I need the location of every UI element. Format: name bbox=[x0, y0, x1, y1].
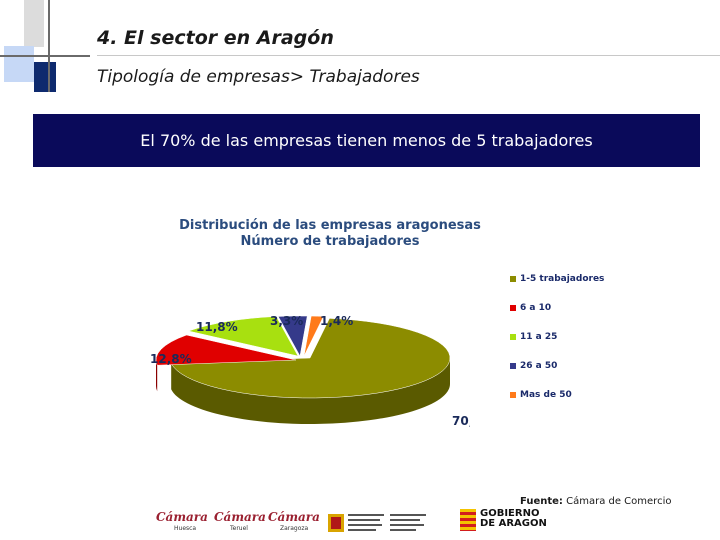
sponsor-logos: Cámara Huesca Cámara Teruel Cámara Zarag… bbox=[150, 508, 547, 540]
gobierno-aragon-name: GOBIERNO DE ARAGON bbox=[480, 509, 547, 529]
pie-slice bbox=[277, 315, 308, 357]
chart-subtitle: Número de trabajadores bbox=[240, 234, 420, 249]
legend-item: 1-5 trabajadores bbox=[510, 272, 604, 286]
data-label: 11,8% bbox=[196, 320, 238, 334]
pie-slice bbox=[303, 315, 324, 357]
legend-item: 11 a 25 bbox=[510, 330, 557, 344]
legend-swatch bbox=[510, 334, 516, 340]
camara-teruel-logo: Cámara bbox=[214, 510, 266, 524]
camara-huesca-city: Huesca bbox=[174, 525, 197, 532]
legend-swatch bbox=[510, 363, 516, 369]
camara-zaragoza-city: Zaragoza bbox=[280, 525, 309, 532]
legend-item: Mas de 50 bbox=[510, 388, 572, 402]
pie-slice-side bbox=[171, 358, 450, 424]
title-divider bbox=[97, 55, 720, 56]
legend-label: 26 a 50 bbox=[520, 361, 558, 371]
pie-slice bbox=[155, 334, 297, 366]
camara-zaragoza-logo: Cámara bbox=[268, 510, 320, 524]
data-label: 1,4% bbox=[320, 314, 353, 328]
camara-huesca-logo: Cámara bbox=[156, 510, 208, 524]
gobierno-line2: DE ARAGON bbox=[480, 518, 547, 529]
page-title: 4. El sector en Aragón bbox=[97, 27, 334, 49]
banner-text: El 70% de las empresas tienen menos de 5… bbox=[140, 131, 593, 150]
legend-label: Mas de 50 bbox=[520, 390, 572, 400]
pie-slice-side bbox=[156, 360, 158, 392]
pie-chart: 70,7% 12,8% 11,8% 3,3% 1,4% bbox=[150, 314, 470, 428]
data-label: 70,7% bbox=[452, 414, 470, 428]
legend-swatch bbox=[510, 305, 516, 311]
page-subtitle: Tipología de empresas> Trabajadores bbox=[97, 67, 420, 87]
ministry-logo bbox=[328, 512, 428, 536]
source-value: Cámara de Comercio bbox=[566, 496, 672, 507]
gobierno-aragon-logo: GOBIERNO DE ARAGON bbox=[460, 508, 547, 538]
camara-teruel-city: Teruel bbox=[230, 525, 248, 532]
legend-label: 11 a 25 bbox=[520, 332, 558, 342]
source-label: Fuente: bbox=[520, 496, 563, 507]
chart-title: Distribución de las empresas aragonesas bbox=[179, 218, 481, 233]
legend-label: 6 a 10 bbox=[520, 303, 552, 313]
legend-item: 6 a 10 bbox=[510, 301, 551, 315]
pie-slice bbox=[187, 316, 299, 357]
legend-label: 1-5 trabajadores bbox=[520, 274, 605, 284]
corner-decoration bbox=[0, 0, 100, 100]
data-label: 12,8% bbox=[150, 352, 192, 366]
gobierno-line1: GOBIERNO bbox=[480, 508, 540, 519]
pie-slice bbox=[170, 318, 451, 399]
legend-swatch bbox=[510, 392, 516, 398]
key-message-banner: El 70% de las empresas tienen menos de 5… bbox=[33, 114, 700, 167]
source-note: Fuente: Cámara de Comercio bbox=[520, 496, 671, 507]
chart-title-block: Distribución de las empresas aragonesas … bbox=[160, 218, 500, 250]
legend-item: 26 a 50 bbox=[510, 359, 557, 373]
legend-swatch bbox=[510, 276, 516, 282]
data-label: 3,3% bbox=[270, 314, 303, 328]
